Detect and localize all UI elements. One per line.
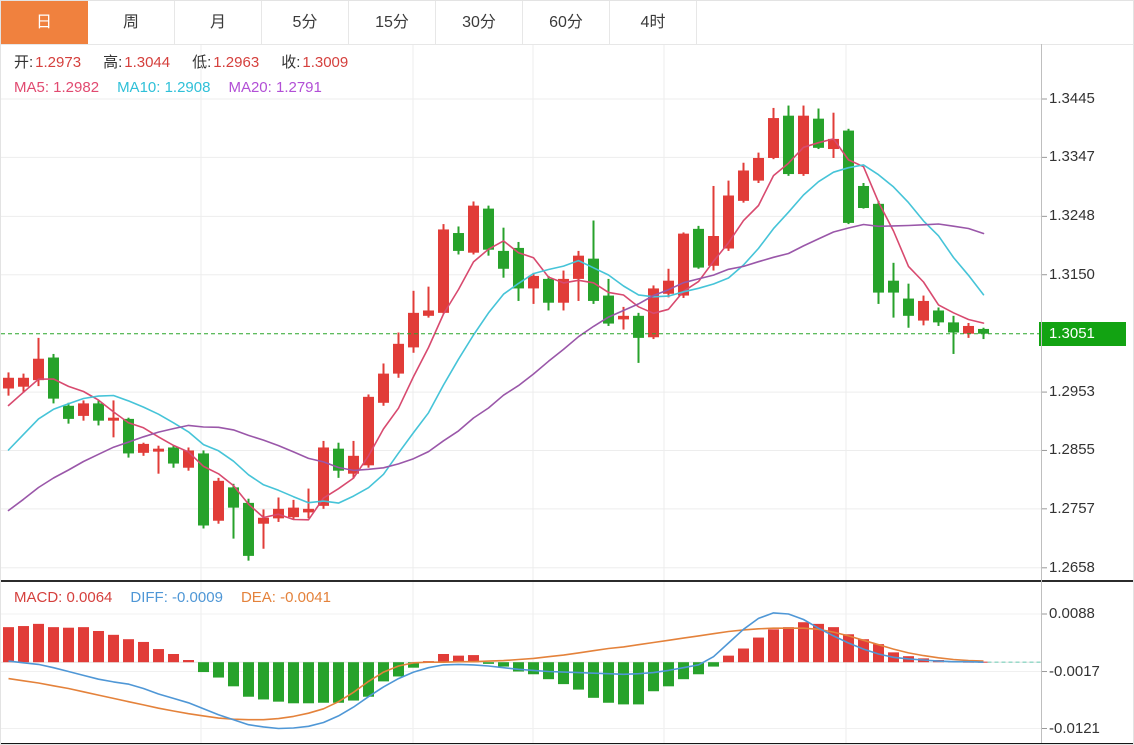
macd-value: MACD: 0.0064: [14, 589, 113, 606]
high-label: 高:: [103, 54, 123, 71]
tab-15min[interactable]: 15分: [349, 1, 436, 44]
ma20-value: MA20: 1.2791: [228, 79, 322, 96]
low-label: 低:: [192, 54, 212, 71]
price-axis-label: 1.2953: [1049, 383, 1095, 400]
price-axis-label: 1.3445: [1049, 90, 1095, 107]
price-axis-label: 1.3150: [1049, 266, 1095, 283]
tab-day[interactable]: 日: [1, 1, 88, 44]
tab-month[interactable]: 月: [175, 1, 262, 44]
macd-readout: MACD: 0.0064 DIFF: -0.0009 DEA: -0.0041: [14, 589, 331, 607]
close-label: 收:: [281, 54, 301, 71]
window-bottom-edge: [1, 743, 1133, 744]
price-axis-border: [1041, 44, 1042, 743]
pane-divider: [1, 580, 1133, 582]
open-label: 开:: [14, 54, 34, 71]
ma10-value: MA10: 1.2908: [117, 79, 211, 96]
macd-axis-label: -0.0121: [1049, 720, 1100, 737]
dea-value: DEA: -0.0041: [240, 589, 331, 606]
tab-60min[interactable]: 60分: [523, 1, 610, 44]
tab-5min[interactable]: 5分: [262, 1, 349, 44]
tab-week[interactable]: 周: [88, 1, 175, 44]
close-readout: 收: 1.3009: [281, 54, 348, 72]
price-axis-label: 1.2757: [1049, 500, 1095, 517]
current-price-badge: 1.3051: [1039, 322, 1126, 346]
macd-axis-label: 0.0088: [1049, 605, 1095, 622]
open-readout: 开: 1.2973: [14, 54, 81, 72]
high-value: 1.3044: [124, 54, 171, 71]
price-axis-label: 1.2855: [1049, 441, 1095, 458]
price-axis-label: 1.3248: [1049, 207, 1095, 224]
high-readout: 高: 1.3044: [103, 54, 170, 72]
ma5-value: MA5: 1.2982: [14, 79, 100, 96]
low-readout: 低: 1.2963: [192, 54, 259, 72]
open-value: 1.2973: [35, 54, 82, 71]
close-value: 1.3009: [302, 54, 349, 71]
low-value: 1.2963: [213, 54, 260, 71]
ohlc-readout: 开: 1.2973 高: 1.3044 低: 1.2963 收: 1.3009: [14, 54, 348, 72]
macd-axis-label: -0.0017: [1049, 663, 1100, 680]
period-tabbar: 日 周 月 5分 15分 30分 60分 4时: [1, 1, 1133, 45]
price-axis-label: 1.3347: [1049, 148, 1095, 165]
tab-4hour[interactable]: 4时: [610, 1, 697, 44]
ma-readout: MA5: 1.2982 MA10: 1.2908 MA20: 1.2791: [14, 79, 322, 97]
diff-value: DIFF: -0.0009: [130, 589, 223, 606]
tab-30min[interactable]: 30分: [436, 1, 523, 44]
price-axis-label: 1.2658: [1049, 559, 1095, 576]
